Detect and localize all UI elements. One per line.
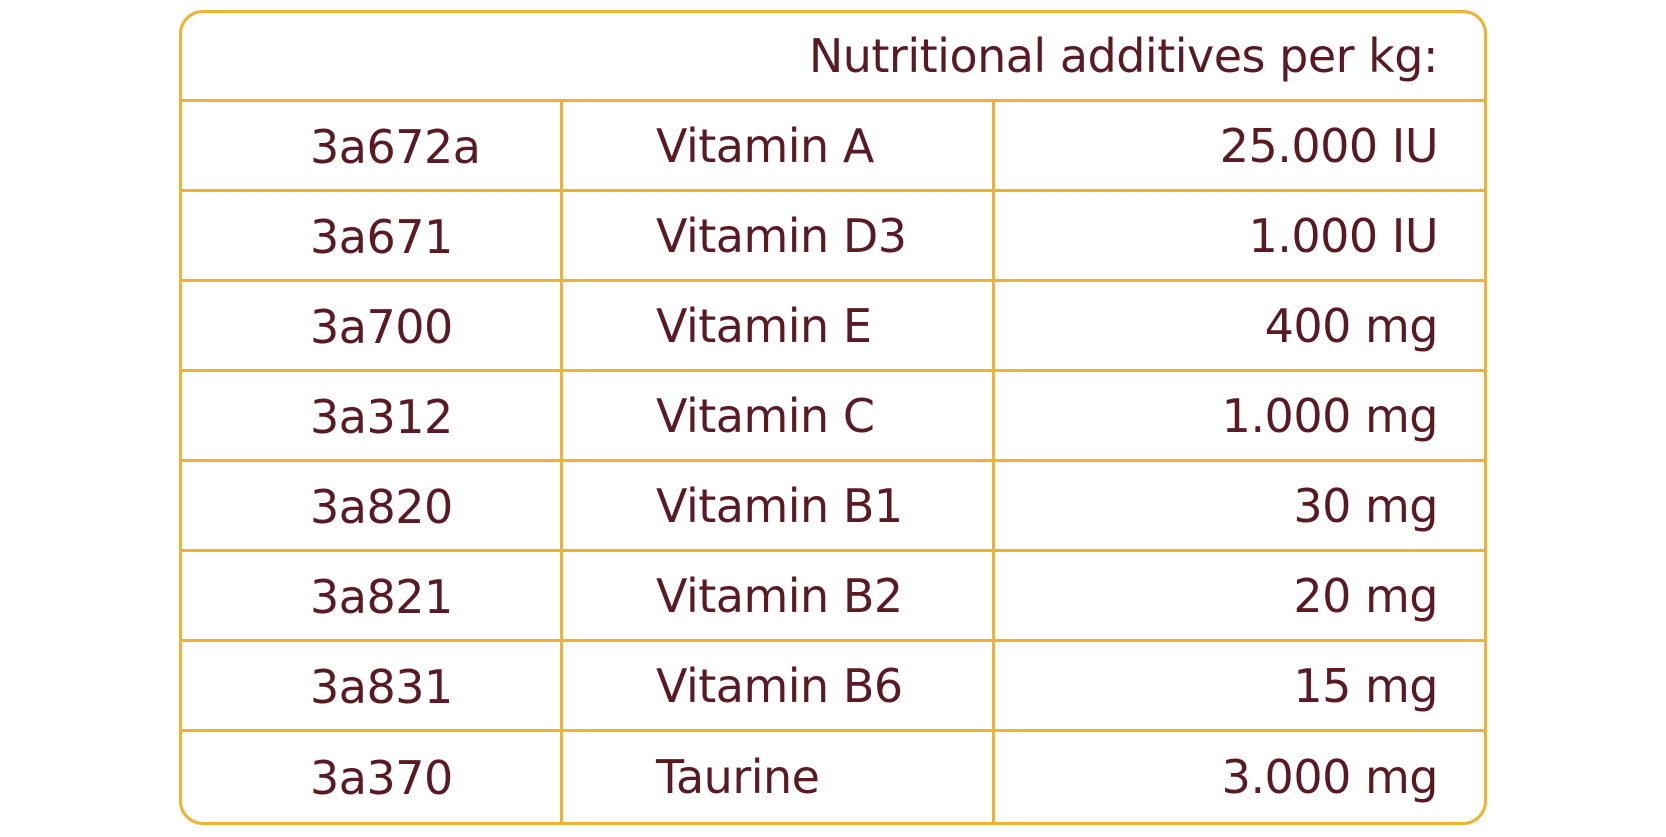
additive-code: 3a820 xyxy=(182,462,563,549)
table-header: Nutritional additives per kg: xyxy=(182,13,1484,102)
additive-amount: 1.000 IU xyxy=(1248,208,1438,263)
additive-name: Vitamin B6 xyxy=(563,642,995,729)
table-row: 3a831 Vitamin B6 15 mg xyxy=(182,642,1484,732)
additive-name: Vitamin B2 xyxy=(563,552,995,639)
additive-amount: 15 mg xyxy=(1293,658,1438,713)
additive-code: 3a821 xyxy=(182,552,563,639)
additive-amount: 3.000 mg xyxy=(1221,750,1439,804)
table-row: 3a700 Vitamin E 400 mg xyxy=(182,282,1484,372)
additive-code: 3a672a xyxy=(182,102,563,189)
table-row: 3a820 Vitamin B1 30 mg xyxy=(182,462,1484,552)
additive-code: 3a831 xyxy=(182,642,563,729)
additive-code: 3a700 xyxy=(182,282,563,369)
table-header-label: Nutritional additives per kg: xyxy=(808,29,1439,83)
additive-amount: 30 mg xyxy=(1293,478,1438,533)
additive-name: Vitamin E xyxy=(563,282,995,369)
table-row: 3a672a Vitamin A 25.000 IU xyxy=(182,102,1484,192)
additive-name: Vitamin D3 xyxy=(563,192,995,279)
table-row: 3a370 Taurine 3.000 mg xyxy=(182,732,1484,822)
table-row: 3a312 Vitamin C 1.000 mg xyxy=(182,372,1484,462)
additive-name: Vitamin B1 xyxy=(563,462,995,549)
additive-code: 3a312 xyxy=(182,372,563,459)
table-row: 3a821 Vitamin B2 20 mg xyxy=(182,552,1484,642)
additive-name: Vitamin A xyxy=(563,102,995,189)
additive-amount: 1.000 mg xyxy=(1221,388,1439,443)
additive-code: 3a370 xyxy=(182,732,563,822)
additive-code: 3a671 xyxy=(182,192,563,279)
nutrition-table: Nutritional additives per kg: 3a672a Vit… xyxy=(179,10,1487,825)
table-row: 3a671 Vitamin D3 1.000 IU xyxy=(182,192,1484,282)
additive-amount: 20 mg xyxy=(1293,568,1438,623)
additive-name: Taurine xyxy=(563,732,995,822)
additive-name: Vitamin C xyxy=(563,372,995,459)
additive-amount: 400 mg xyxy=(1264,298,1439,353)
additive-amount: 25.000 IU xyxy=(1219,118,1439,173)
